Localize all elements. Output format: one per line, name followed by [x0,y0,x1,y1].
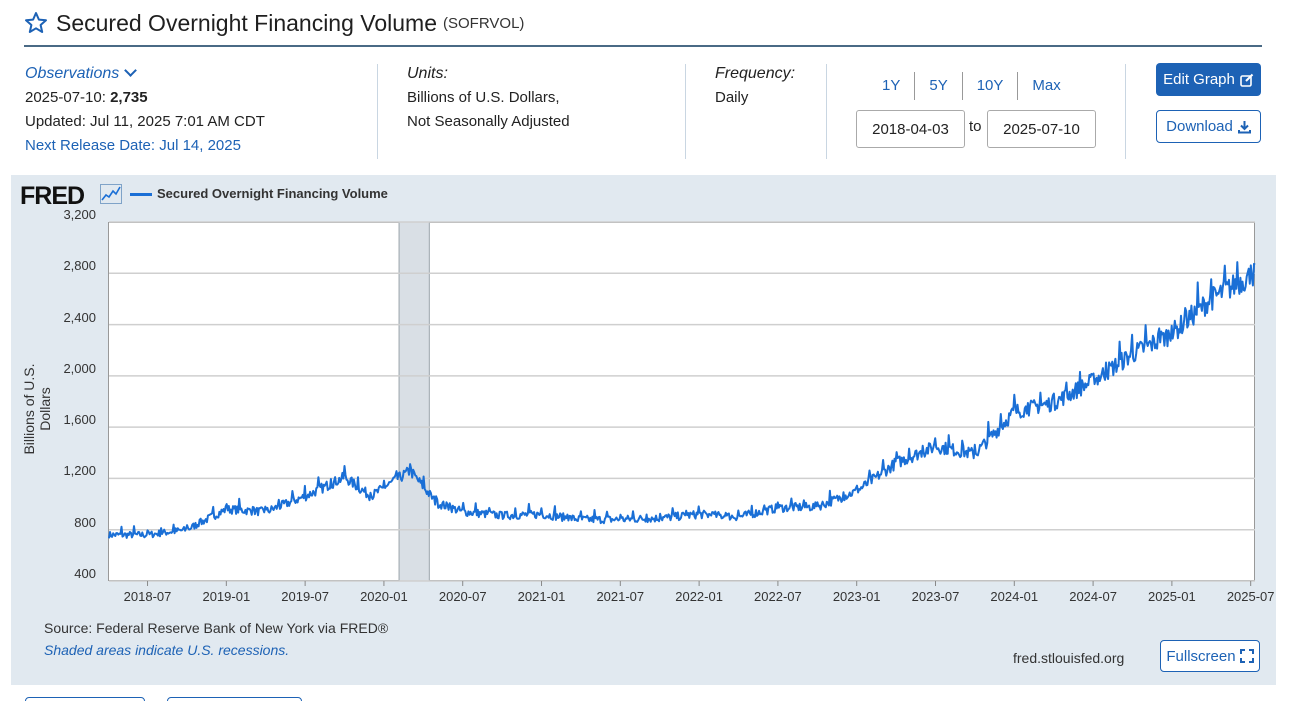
fullscreen-icon [1239,649,1254,663]
frequency-panel: Frequency: Daily [715,62,795,110]
x-tick-label: 2022-01 [675,589,723,604]
y-tick-label: 2,000 [63,360,96,376]
x-tick-label: 2024-01 [990,589,1039,604]
page-title: Secured Overnight Financing Volume [56,9,437,36]
frequency-value: Daily [715,89,749,106]
star-icon[interactable] [24,11,48,35]
to-label: to [969,118,982,135]
observations-dropdown[interactable]: Observations [25,62,265,86]
range-max-button[interactable]: Max [1032,77,1061,94]
x-tick-label: 2024-07 [1069,589,1117,604]
fullscreen-button[interactable]: Fullscreen [1160,640,1260,672]
series-code: (SOFRVOL) [443,14,525,32]
edit-graph-button[interactable]: Edit Graph [1156,63,1261,96]
title-divider [24,45,1262,47]
frequency-label: Frequency: [715,65,796,82]
x-tick-label: 2025-01 [1148,589,1196,604]
range-5y-button[interactable]: 5Y [915,72,963,100]
x-tick-label: 2021-01 [517,589,566,604]
title-row: Secured Overnight Financing Volume (SOFR… [24,8,524,38]
units-line1: Billions of U.S. Dollars, [407,89,560,106]
recession-band [398,221,430,582]
units-line2: Not Seasonally Adjusted [407,113,570,130]
y-tick-label: 2,400 [63,309,96,325]
legend-swatch [130,193,152,196]
next-release-link[interactable]: Next Release Date: Jul 14, 2025 [25,137,241,154]
range-10y-button[interactable]: 10Y [963,72,1019,100]
end-date-input[interactable]: 2025-07-10 [987,110,1096,148]
bottom-button-partial[interactable] [167,697,302,701]
x-tick-label: 2020-07 [438,589,487,604]
separator [1125,64,1126,159]
x-tick-label: 2023-01 [832,589,881,604]
y-tick-label: 1,600 [63,412,96,428]
bottom-button-partial[interactable] [25,697,145,701]
y-tick-label: 1,200 [63,463,96,479]
units-panel: Units: Billions of U.S. Dollars, Not Sea… [407,62,570,134]
source-text: Source: Federal Reserve Bank of New York… [44,620,389,636]
separator [377,64,378,159]
observations-panel: Observations 2025-07-10: 2,735 Updated: … [25,62,265,158]
x-tick-label: 2020-01 [360,589,408,604]
x-tick-label: 2023-07 [911,589,960,604]
trend-icon [100,184,122,204]
separator [826,64,827,159]
latest-value: 2,735 [110,89,148,106]
latest-observation: 2025-07-10: 2,735 [25,89,148,106]
x-tick-label: 2019-07 [281,589,329,604]
series-line [108,261,1256,539]
fred-logo: FRED [20,182,85,210]
legend-entry: Secured Overnight Financing Volume [157,186,388,201]
range-selector: 1Y 5Y 10Y Max [868,72,1075,100]
download-icon [1237,120,1251,133]
start-date-input[interactable]: 2018-04-03 [856,110,965,148]
recession-note: Shaded areas indicate U.S. recessions. [44,642,290,658]
x-tick-label: 2021-07 [596,589,645,604]
x-tick-label: 2025-07 [1226,589,1275,604]
edit-icon [1240,73,1254,87]
y-tick-label: 400 [74,566,96,581]
separator [685,64,686,159]
y-tick-label: 800 [74,514,96,530]
y-tick-label: 3,200 [63,207,96,222]
x-tick-label: 2018-07 [123,589,172,604]
range-1y-button[interactable]: 1Y [868,72,916,100]
fred-url: fred.stlouisfed.org [1013,650,1125,666]
x-tick-label: 2019-01 [202,589,251,604]
download-button[interactable]: Download [1156,110,1261,143]
y-tick-label: 2,800 [63,258,96,274]
x-tick-label: 2022-07 [754,589,802,604]
updated-text: Updated: Jul 11, 2025 7:01 AM CDT [25,113,265,130]
units-label: Units: [407,65,448,82]
